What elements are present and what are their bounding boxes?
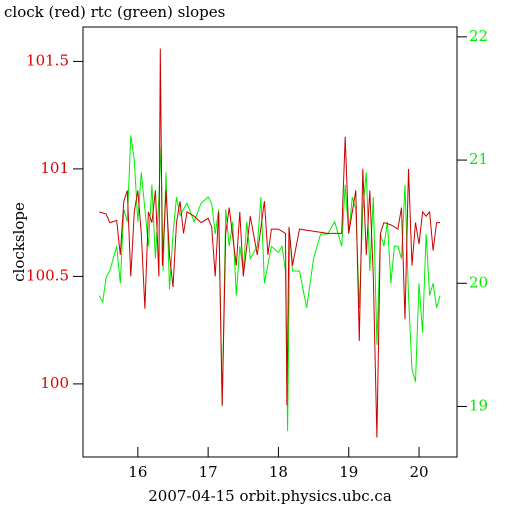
- x-tick-label: 19: [339, 463, 358, 481]
- y-tick-label: 100.5: [26, 266, 69, 284]
- y-axis-label: clockslope: [10, 202, 28, 282]
- plot-frame: [82, 26, 458, 458]
- y-tick-label: 101: [40, 159, 69, 177]
- x-tick-label: 16: [128, 463, 147, 481]
- x-tick-label: 20: [409, 463, 428, 481]
- y2-tick-label: 22: [469, 27, 488, 45]
- y2-tick-label: 19: [469, 396, 488, 414]
- y2-tick-label: 21: [469, 150, 488, 168]
- y-tick-label: 100: [40, 374, 69, 392]
- x-tick-label: 17: [199, 463, 218, 481]
- x-tick-label: 18: [269, 463, 288, 481]
- series-line: [98, 135, 441, 432]
- series-line: [99, 48, 441, 438]
- x-axis-label: 2007-04-15 orbit.physics.ubc.ca: [148, 487, 392, 505]
- y2-tick-label: 20: [469, 273, 488, 291]
- y-tick-label: 101.5: [26, 51, 69, 69]
- chart-title: clock (red) rtc (green) slopes: [4, 3, 225, 21]
